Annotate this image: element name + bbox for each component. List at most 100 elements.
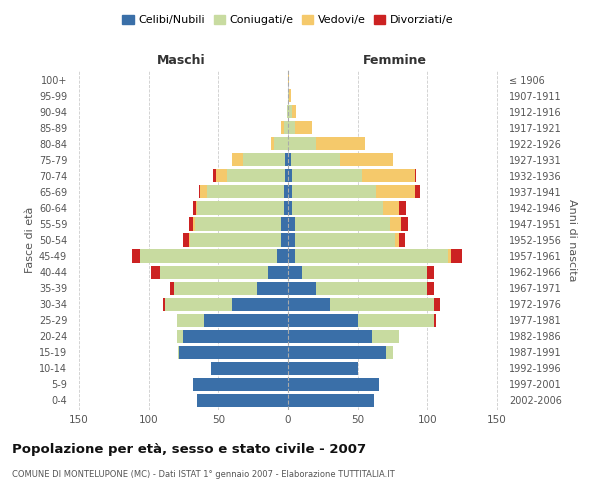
- Text: Femmine: Femmine: [364, 54, 427, 67]
- Text: Popolazione per età, sesso e stato civile - 2007: Popolazione per età, sesso e stato civil…: [12, 442, 366, 456]
- Bar: [288, 250, 295, 262]
- Bar: [401, 218, 408, 230]
- Bar: [184, 234, 189, 246]
- Bar: [415, 170, 416, 182]
- Text: Maschi: Maschi: [157, 54, 205, 67]
- Bar: [427, 266, 434, 278]
- Bar: [178, 346, 179, 359]
- Bar: [295, 234, 395, 246]
- Bar: [160, 266, 268, 278]
- Bar: [288, 186, 292, 198]
- Bar: [434, 314, 436, 327]
- Bar: [196, 202, 197, 214]
- Bar: [288, 394, 374, 407]
- Bar: [193, 378, 288, 391]
- Bar: [285, 153, 288, 166]
- Bar: [189, 218, 193, 230]
- Bar: [284, 202, 288, 214]
- Bar: [434, 298, 440, 310]
- Bar: [288, 330, 371, 343]
- Bar: [190, 234, 281, 246]
- Bar: [194, 218, 281, 230]
- Bar: [288, 346, 386, 359]
- Bar: [288, 137, 316, 150]
- Bar: [281, 234, 288, 246]
- Bar: [292, 170, 362, 182]
- Bar: [390, 218, 401, 230]
- Bar: [151, 266, 160, 278]
- Bar: [383, 202, 400, 214]
- Bar: [340, 153, 392, 166]
- Bar: [292, 186, 376, 198]
- Bar: [132, 250, 140, 262]
- Bar: [292, 105, 296, 118]
- Bar: [288, 314, 358, 327]
- Bar: [277, 250, 288, 262]
- Bar: [211, 362, 288, 375]
- Bar: [371, 330, 400, 343]
- Bar: [415, 186, 421, 198]
- Bar: [288, 282, 316, 294]
- Bar: [288, 121, 295, 134]
- Bar: [232, 153, 244, 166]
- Bar: [288, 73, 289, 86]
- Bar: [295, 218, 390, 230]
- Bar: [395, 234, 400, 246]
- Bar: [288, 378, 379, 391]
- Bar: [288, 266, 302, 278]
- Bar: [302, 266, 427, 278]
- Bar: [400, 202, 406, 214]
- Bar: [287, 105, 288, 118]
- Bar: [274, 137, 288, 150]
- Bar: [295, 121, 311, 134]
- Bar: [268, 266, 288, 278]
- Bar: [232, 298, 288, 310]
- Bar: [140, 250, 277, 262]
- Bar: [448, 250, 451, 262]
- Y-axis label: Fasce di età: Fasce di età: [25, 207, 35, 273]
- Bar: [288, 89, 289, 102]
- Bar: [163, 298, 166, 310]
- Bar: [288, 362, 358, 375]
- Bar: [176, 330, 184, 343]
- Bar: [271, 137, 274, 150]
- Bar: [400, 234, 405, 246]
- Bar: [386, 346, 392, 359]
- Bar: [184, 330, 288, 343]
- Legend: Celibi/Nubili, Coniugati/e, Vedovi/e, Divorziati/e: Celibi/Nubili, Coniugati/e, Vedovi/e, Di…: [118, 10, 458, 30]
- Bar: [189, 234, 190, 246]
- Bar: [362, 170, 415, 182]
- Bar: [284, 186, 288, 198]
- Text: COMUNE DI MONTELUPONE (MC) - Dati ISTAT 1° gennaio 2007 - Elaborazione TUTTITALI: COMUNE DI MONTELUPONE (MC) - Dati ISTAT …: [12, 470, 395, 479]
- Bar: [170, 282, 174, 294]
- Bar: [358, 314, 434, 327]
- Bar: [451, 250, 462, 262]
- Bar: [284, 121, 288, 134]
- Bar: [193, 202, 196, 214]
- Bar: [289, 89, 291, 102]
- Bar: [427, 282, 434, 294]
- Bar: [205, 314, 288, 327]
- Bar: [281, 121, 284, 134]
- Bar: [288, 170, 292, 182]
- Bar: [288, 234, 295, 246]
- Bar: [197, 394, 288, 407]
- Bar: [257, 282, 288, 294]
- Bar: [227, 170, 285, 182]
- Bar: [213, 170, 215, 182]
- Bar: [215, 170, 227, 182]
- Bar: [292, 202, 383, 214]
- Bar: [288, 202, 292, 214]
- Bar: [288, 218, 295, 230]
- Bar: [330, 298, 434, 310]
- Bar: [199, 186, 200, 198]
- Bar: [281, 218, 288, 230]
- Bar: [207, 186, 284, 198]
- Bar: [295, 250, 448, 262]
- Bar: [288, 105, 292, 118]
- Bar: [288, 153, 291, 166]
- Bar: [376, 186, 415, 198]
- Bar: [197, 202, 284, 214]
- Bar: [316, 282, 427, 294]
- Bar: [166, 298, 232, 310]
